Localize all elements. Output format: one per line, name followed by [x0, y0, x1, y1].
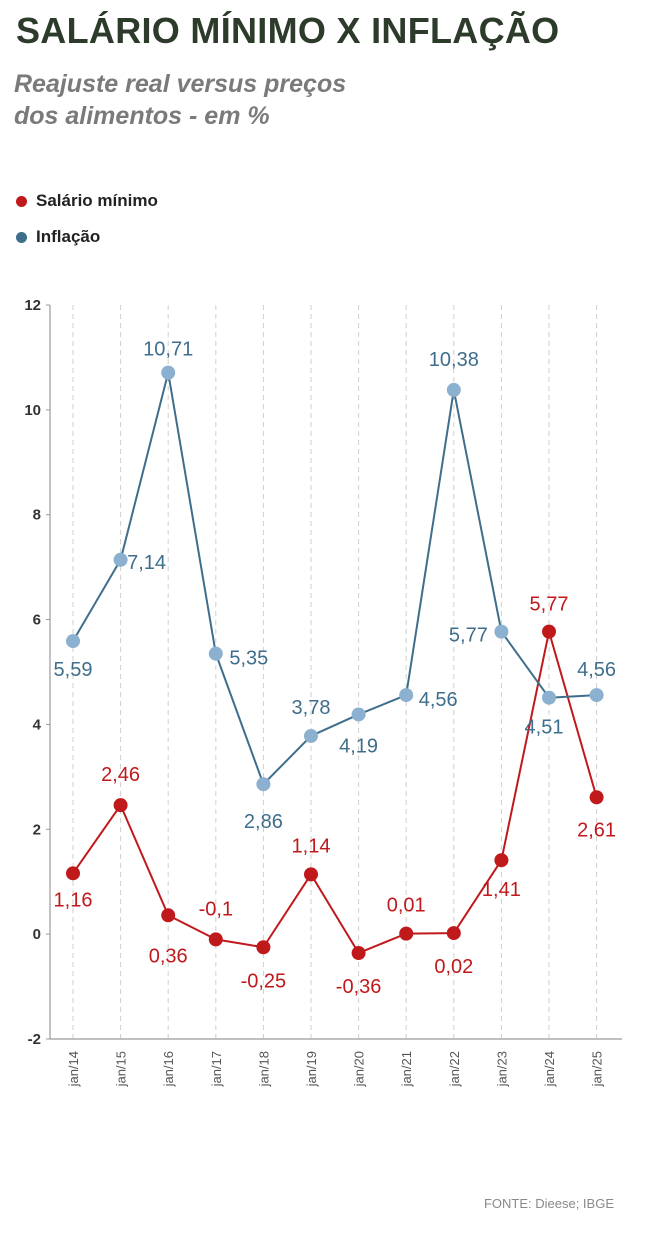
- data-label-inflacao: 4,56: [419, 689, 458, 711]
- y-tick-label: 12: [24, 297, 41, 314]
- data-point-inflacao: [494, 624, 509, 639]
- data-point-inflacao: [542, 690, 556, 705]
- chart-subtitle: Reajuste real versus preços dos alimento…: [14, 68, 434, 132]
- data-point-inflacao: [161, 365, 176, 380]
- data-label-salario: -0,25: [241, 970, 287, 992]
- y-tick-label: 4: [33, 716, 42, 733]
- data-point-salario: [66, 866, 80, 881]
- data-point-inflacao: [304, 728, 318, 743]
- data-point-salario: [304, 867, 318, 882]
- subtitle-line-2: dos alimentos - em %: [14, 102, 270, 130]
- data-label-salario: -0,36: [336, 976, 382, 998]
- data-label-salario: 0,01: [387, 895, 426, 917]
- x-tick-label: jan/21: [399, 1051, 414, 1087]
- x-tick-label: jan/20: [352, 1051, 367, 1087]
- data-label-inflacao: 3,78: [292, 697, 331, 719]
- line-chart: -2 0 2 4 6 8 10 12 jan/14 jan/15 jan/16 jan/17 jan/1…: [24, 297, 622, 1087]
- data-point-salario: [113, 798, 128, 813]
- legend-item-salario: Salário mínimo: [16, 183, 158, 219]
- data-point-salario: [494, 853, 509, 868]
- data-label-salario: -0,1: [199, 898, 233, 920]
- x-tick-label: jan/15: [114, 1051, 129, 1087]
- data-point-inflacao: [351, 707, 366, 722]
- data-point-salario: [208, 932, 223, 947]
- data-point-salario: [589, 790, 604, 805]
- legend-label-salario: Salário mínimo: [36, 191, 158, 210]
- legend-dot-inflacao-icon: [16, 231, 27, 243]
- data-label-inflacao: 5,59: [54, 659, 93, 681]
- data-point-salario: [446, 926, 461, 941]
- data-label-inflacao: 4,51: [525, 717, 564, 739]
- x-tick-label: jan/25: [590, 1051, 605, 1087]
- data-label-salario: 1,14: [292, 835, 331, 857]
- data-label-inflacao: 4,56: [577, 659, 616, 681]
- data-label-inflacao: 2,86: [244, 811, 283, 833]
- legend-item-inflacao: Inflação: [16, 219, 158, 255]
- legend-label-inflacao: Inflação: [36, 227, 101, 246]
- data-label-inflacao: 4,19: [339, 735, 378, 757]
- data-point-inflacao: [113, 552, 128, 567]
- y-tick-label: 10: [24, 402, 41, 419]
- x-tick-label: jan/14: [66, 1051, 81, 1087]
- data-label-salario: 1,16: [54, 889, 93, 911]
- data-point-inflacao: [208, 646, 223, 661]
- x-tick-label: jan/17: [209, 1051, 224, 1087]
- data-label-salario: 5,77: [530, 594, 569, 616]
- y-tick-label: -2: [28, 1031, 41, 1048]
- series-line-salario: [72, 630, 598, 955]
- x-tick-label: jan/23: [494, 1051, 509, 1087]
- data-point-salario: [351, 946, 366, 961]
- chart-legend: Salário mínimo Inflação: [16, 183, 158, 255]
- page-title: SALÁRIO MÍNIMO X INFLAÇÃO: [16, 10, 560, 51]
- data-label-inflacao: 10,38: [429, 349, 479, 371]
- x-tick-label: jan/16: [161, 1051, 176, 1087]
- source-note: FONTE: Dieese; IBGE: [483, 1196, 614, 1211]
- data-point-inflacao: [66, 634, 80, 649]
- data-point-salario: [542, 624, 556, 639]
- data-point-inflacao: [589, 688, 604, 703]
- data-label-inflacao: 5,77: [449, 625, 488, 647]
- data-label-salario: 2,46: [101, 764, 140, 786]
- data-point-inflacao: [399, 688, 414, 703]
- subtitle-line-1: Reajuste real versus preços: [14, 70, 347, 98]
- x-tick-label: jan/19: [304, 1051, 319, 1087]
- data-label-salario: 0,02: [434, 956, 473, 978]
- data-point-inflacao: [256, 777, 271, 792]
- legend-dot-salario-icon: [16, 195, 27, 207]
- data-point-salario: [161, 908, 176, 923]
- data-label-salario: 2,61: [577, 819, 616, 841]
- x-tick-label: jan/22: [447, 1051, 462, 1087]
- series-line-inflacao: [72, 371, 597, 786]
- x-tick-label: jan/24: [542, 1051, 557, 1087]
- data-point-inflacao: [446, 382, 461, 397]
- y-tick-label: 0: [33, 926, 41, 943]
- data-label-inflacao: 5,35: [229, 648, 268, 670]
- data-point-salario: [399, 926, 414, 941]
- data-point-salario: [256, 940, 271, 955]
- data-label-inflacao: 7,14: [127, 552, 166, 574]
- data-label-inflacao: 10,71: [143, 339, 193, 361]
- data-label-salario: 0,36: [149, 945, 188, 967]
- y-tick-label: 8: [33, 507, 41, 524]
- data-label-salario: 1,41: [482, 879, 521, 901]
- x-tick-label: jan/18: [256, 1051, 271, 1087]
- y-tick-label: 2: [33, 821, 41, 838]
- y-tick-label: 6: [33, 612, 41, 629]
